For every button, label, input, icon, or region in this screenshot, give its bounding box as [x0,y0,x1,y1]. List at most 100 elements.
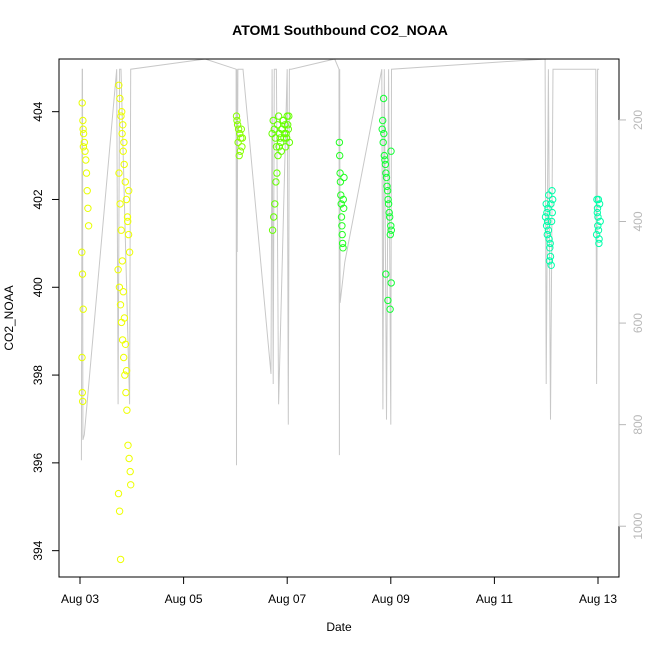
data-point [595,200,604,208]
data-point [116,94,124,103]
data-point [381,156,389,164]
x-tick-label: Aug 09 [372,592,410,606]
x-axis: Aug 03 Aug 05 Aug 07 Aug 09 Aug 11 Aug 13 [61,576,617,606]
data-point [125,248,134,256]
data-point [595,239,603,248]
data-point [78,270,87,278]
flight-track-line [80,58,600,466]
y-tick-label: 400 [31,277,45,297]
data-point [82,156,90,164]
data-point [234,125,243,133]
data-point [337,200,345,208]
data-point [594,222,602,230]
data-point [593,208,601,217]
data-point [118,257,127,265]
data-point [238,143,246,151]
data-point [387,222,395,230]
data-point [545,191,553,199]
data-point [546,239,554,248]
data-point [124,230,133,239]
data-point [547,200,555,208]
data-point [378,125,386,133]
data-point [274,151,282,160]
data-point [384,200,393,208]
data-point [382,173,391,182]
data-point [545,257,554,265]
data-point [548,208,556,217]
data-point [386,305,394,313]
data-point [284,121,292,129]
data-point [542,200,550,208]
data-point [233,116,241,125]
data-point [79,305,87,313]
y-tick-label: 402 [31,189,45,209]
data-point [122,388,130,397]
data-point [547,261,555,269]
data-point [116,555,125,564]
data-point [124,441,132,449]
data-point [379,116,387,125]
x-tick-label: Aug 03 [61,592,99,606]
data-point [340,204,348,213]
data-point [84,204,92,213]
data-point [271,134,279,142]
data-point [340,173,348,182]
y2-tick-label: 1000 [631,513,645,540]
data-point [122,367,131,375]
data-point [379,94,388,103]
y2-tick-label: 600 [631,313,645,333]
data-point [543,230,551,239]
data-point [279,116,288,125]
data-point [274,112,283,120]
data-point [283,134,291,142]
data-point [120,138,128,147]
data-point [384,296,392,305]
data-point [120,353,128,362]
y-axis-label: CO2_NOAA [2,285,16,350]
x-axis-label: Date [326,620,352,634]
data-point [115,81,123,90]
data-point [116,200,124,208]
data-point [79,125,87,133]
data-point [121,178,130,186]
data-point [594,195,603,204]
data-point [380,129,388,138]
data-point [542,222,551,230]
data-point [120,314,129,322]
data-point [384,195,392,204]
data-point [281,143,290,151]
data-point [380,151,388,160]
data-point [118,129,126,138]
data-point [336,151,344,160]
data-point [547,217,556,226]
data-point [545,235,553,243]
data-point [596,217,604,226]
data-point [115,169,123,177]
data-point [114,266,122,274]
data-point [78,353,86,362]
data-point [546,244,554,252]
data-point [238,134,247,142]
data-point [232,112,241,120]
data-point [385,208,393,217]
data-point [84,222,93,230]
data-point [233,121,242,129]
data-point [124,217,132,226]
data-point [338,222,346,230]
data-point [119,121,127,129]
data-point [125,187,133,195]
data-point [82,169,91,177]
y-tick-label: 404 [31,101,45,121]
data-point [79,143,88,151]
y-tick-label: 398 [31,365,45,385]
data-point [270,213,278,221]
data-point [79,116,87,125]
points-layer [78,81,604,564]
data-point [387,147,395,155]
data-point [122,195,131,204]
data-point [116,301,125,309]
data-point [118,108,126,116]
data-point [543,208,551,217]
data-point [339,244,347,252]
